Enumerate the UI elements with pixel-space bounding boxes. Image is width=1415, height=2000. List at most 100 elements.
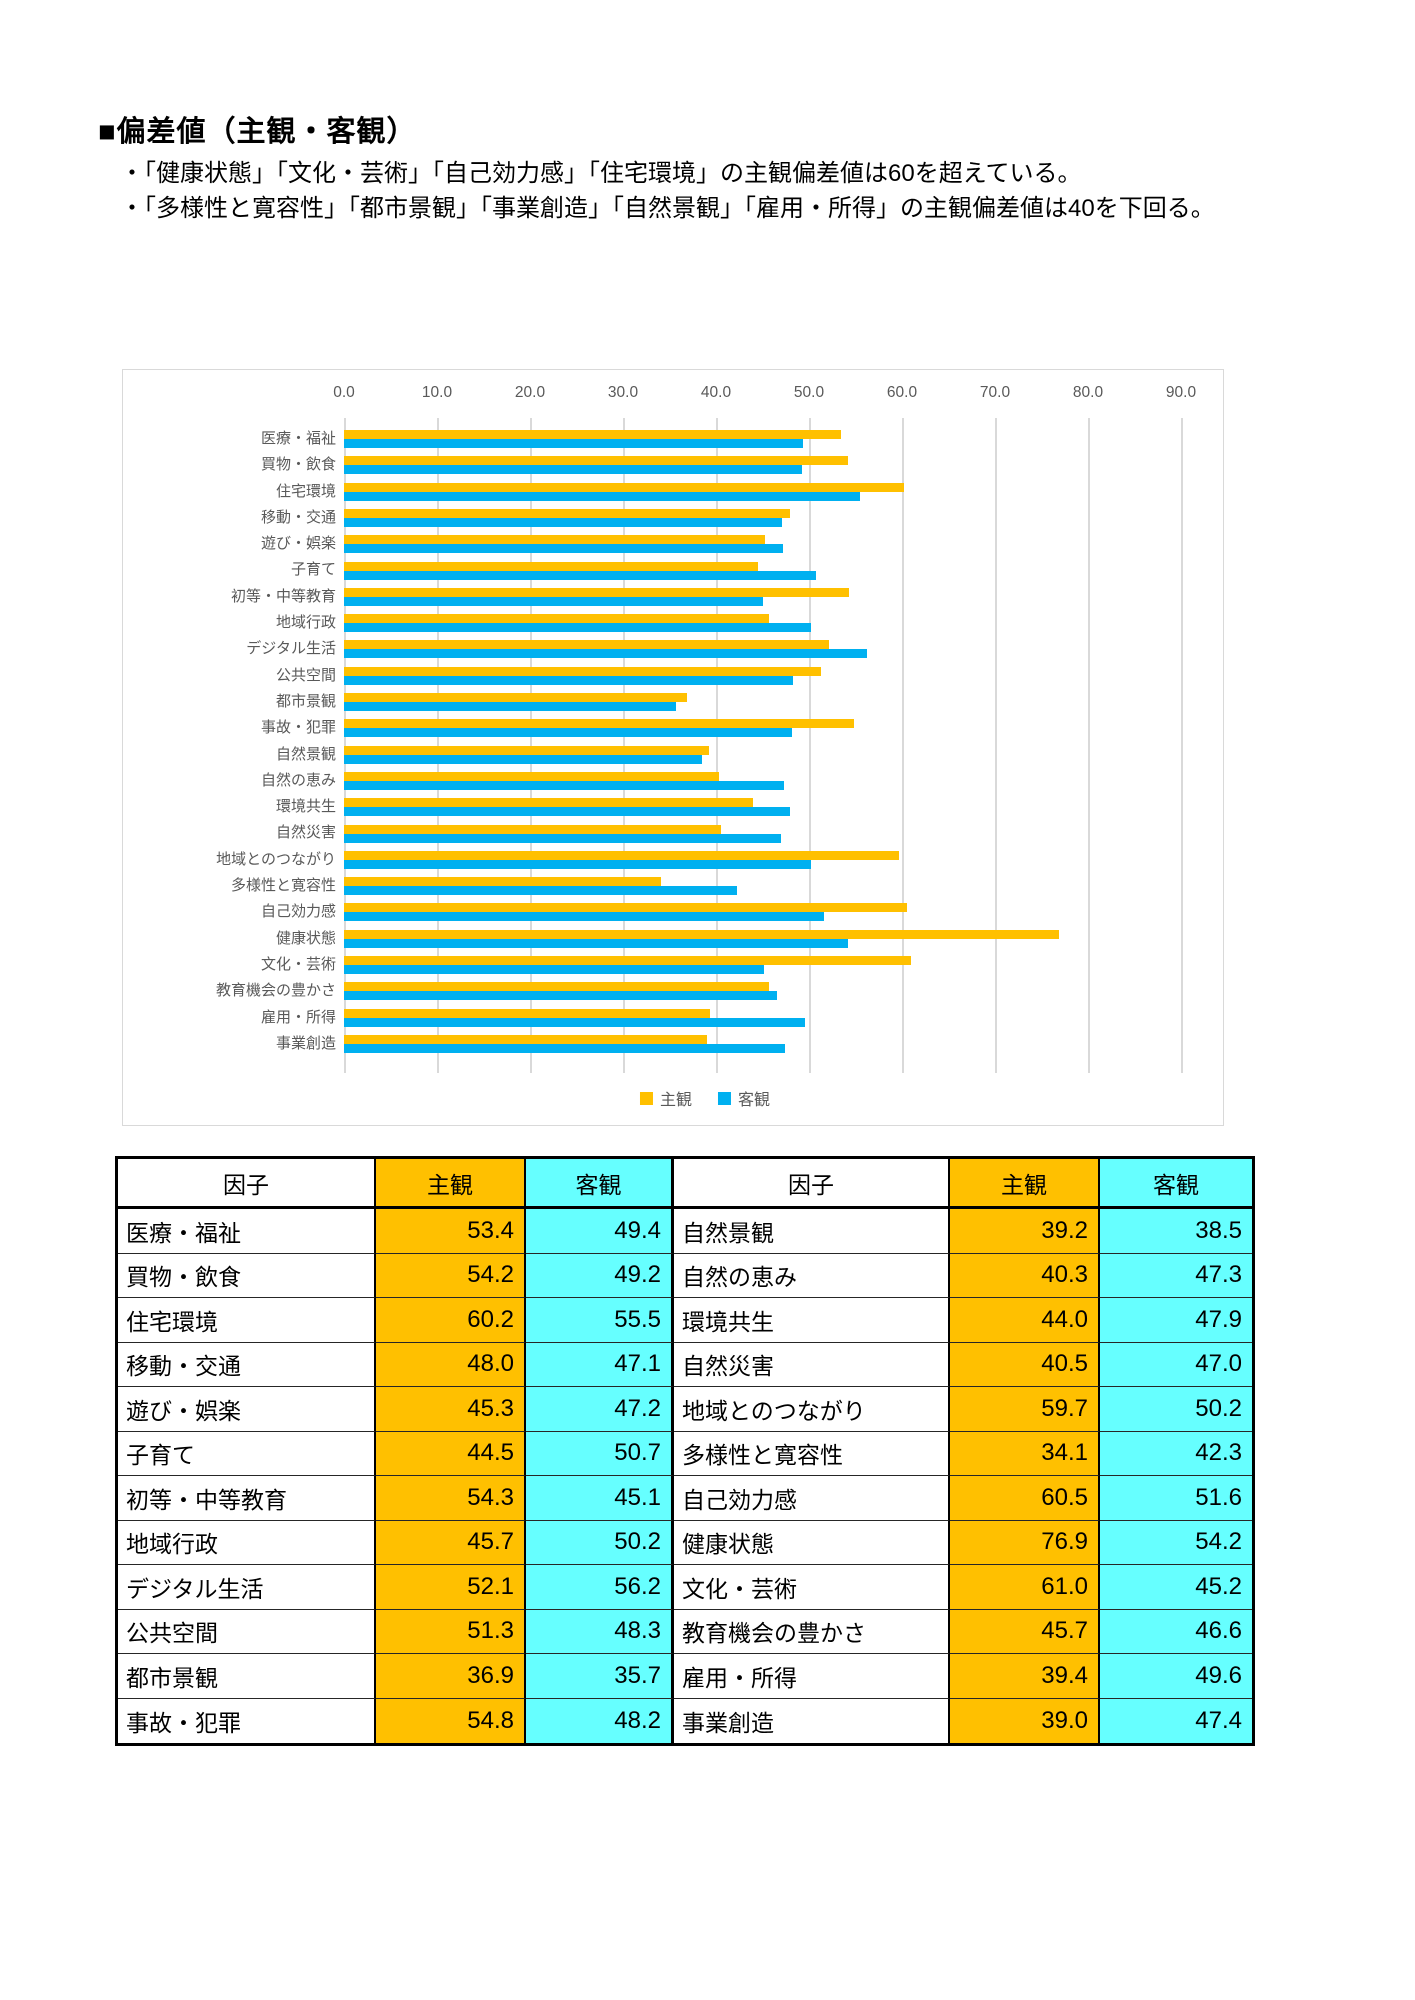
x-tick-label: 60.0 — [886, 384, 918, 401]
table-cell-factor: 都市景観 — [118, 1654, 376, 1699]
chart-category-label: 自然景観 — [275, 745, 336, 763]
chart-category-row: デジタル生活 — [123, 636, 1181, 662]
gridline — [716, 418, 718, 1073]
chart-bar-pair — [344, 505, 1181, 531]
table-cell-objective: 55.5 — [526, 1298, 674, 1343]
table-cell-subjective: 45.7 — [376, 1520, 526, 1565]
chart-category-label: 雇用・所得 — [260, 1008, 336, 1026]
chart-category-label: 地域行政 — [275, 614, 336, 632]
table-cell-subjective: 39.2 — [950, 1209, 1100, 1254]
chart-bar-pair — [344, 978, 1181, 1004]
chart-bar-pair — [344, 479, 1181, 505]
table-cell-subjective: 34.1 — [950, 1431, 1100, 1476]
x-tick-label: 30.0 — [607, 384, 639, 401]
objective-bar — [344, 517, 782, 527]
chart-bar-pair — [344, 820, 1181, 846]
chart-category-label: 環境共生 — [275, 798, 336, 816]
objective-bar — [344, 912, 824, 922]
chart-category-row: 事業創造 — [123, 1031, 1181, 1057]
table-cell-objective: 47.1 — [526, 1342, 674, 1387]
table-cell-objective: 48.2 — [526, 1698, 674, 1743]
table-cell-subjective: 54.2 — [376, 1253, 526, 1298]
table-cell-objective: 45.1 — [526, 1476, 674, 1521]
x-tick-label: 90.0 — [1165, 384, 1197, 401]
table-cell-factor: 文化・芸術 — [674, 1565, 950, 1610]
objective-bar — [344, 1043, 785, 1053]
x-tick-label: 80.0 — [1072, 384, 1104, 401]
table-header-factor: 因子 — [674, 1159, 950, 1209]
objective-bar — [344, 991, 778, 1001]
chart-category-label: 医療・福祉 — [260, 430, 336, 447]
x-tick-label: 10.0 — [421, 384, 453, 401]
chart-bar-pair — [344, 636, 1181, 662]
table-cell-objective: 50.2 — [526, 1520, 674, 1565]
table-cell-factor: 住宅環境 — [118, 1298, 376, 1343]
table-cell-subjective: 60.5 — [950, 1476, 1100, 1521]
objective-bar — [344, 807, 790, 817]
subjective-bar — [344, 877, 662, 887]
objective-bar — [344, 675, 794, 685]
chart-bar-pair — [344, 1005, 1181, 1031]
table-cell-subjective: 53.4 — [376, 1209, 526, 1254]
table-cell-objective: 49.2 — [526, 1253, 674, 1298]
gridline — [530, 418, 532, 1073]
table-cell-subjective: 76.9 — [950, 1520, 1100, 1565]
chart-bar-pair — [344, 663, 1181, 689]
chart-bar-pair — [344, 873, 1181, 899]
objective-bar — [344, 491, 861, 501]
objective-bar — [344, 623, 811, 633]
chart-category-row: 文化・芸術 — [123, 952, 1181, 978]
subjective-bar — [344, 798, 754, 808]
chart-category-label: 多様性と寛容性 — [230, 877, 336, 895]
chart-category-label: 事業創造 — [275, 1034, 336, 1052]
chart-category-label: 健康状態 — [275, 929, 336, 947]
summary-notes: ・「健康状態」「文化・芸術」「自己効力感」「住宅環境」の主観偏差値は60を超えて… — [120, 156, 1330, 226]
chart-category-label: 子育て — [290, 561, 336, 579]
chart-category-row: 健康状態 — [123, 926, 1181, 952]
objective-bar — [344, 780, 784, 790]
table-cell-factor: 地域行政 — [118, 1520, 376, 1565]
subjective-bar — [344, 535, 766, 545]
legend-item: 主観 — [639, 1086, 692, 1110]
gridline — [344, 418, 346, 1073]
chart-category-row: 自然の恵み — [123, 768, 1181, 794]
chart-category-row: 地域とのつながり — [123, 847, 1181, 873]
note-line-2: ・「多様性と寛容性」「都市景観」「事業創造」「自然景観」「雇用・所得」の主観偏差… — [120, 195, 1215, 222]
table-cell-factor: 移動・交通 — [118, 1342, 376, 1387]
objective-bar — [344, 465, 802, 475]
table-cell-subjective: 54.8 — [376, 1698, 526, 1743]
chart-category-row: 住宅環境 — [123, 479, 1181, 505]
x-tick-label: 50.0 — [793, 384, 825, 401]
subjective-bar — [344, 850, 900, 860]
table-cell-objective: 46.6 — [1100, 1609, 1252, 1654]
objective-bar — [344, 754, 703, 764]
table-cell-subjective: 51.3 — [376, 1609, 526, 1654]
objective-bar — [344, 833, 782, 843]
table-cell-subjective: 39.4 — [950, 1654, 1100, 1699]
subjective-bar — [344, 745, 709, 755]
table-cell-factor: 医療・福祉 — [118, 1209, 376, 1254]
table-cell-objective: 51.6 — [1100, 1476, 1252, 1521]
chart-category-label: 文化・芸術 — [260, 955, 336, 973]
subjective-bar — [344, 666, 822, 676]
table-cell-objective: 49.6 — [1100, 1654, 1252, 1699]
chart-category-row: 雇用・所得 — [123, 1005, 1181, 1031]
table-cell-factor: 教育機会の豊かさ — [674, 1609, 950, 1654]
chart-category-label: 移動・交通 — [260, 508, 336, 526]
table-cell-factor: 公共空間 — [118, 1609, 376, 1654]
chart-category-label: 自己効力感 — [260, 903, 336, 921]
table-header-objective: 客観 — [526, 1159, 674, 1209]
table-header-factor: 因子 — [118, 1159, 376, 1209]
objective-bar — [344, 965, 765, 975]
table-cell-objective: 47.3 — [1100, 1253, 1252, 1298]
table-cell-subjective: 40.3 — [950, 1253, 1100, 1298]
chart-category-label: 自然の恵み — [260, 771, 336, 789]
gridline — [809, 418, 811, 1073]
legend-item: 客観 — [718, 1086, 770, 1110]
chart-legend: 主観 客観 — [639, 1086, 770, 1110]
table-header-subjective: 主観 — [950, 1159, 1100, 1209]
objective-bar — [344, 886, 738, 896]
chart-bar-pair — [344, 952, 1181, 978]
chart-category-label: 買物・飲食 — [260, 456, 336, 474]
